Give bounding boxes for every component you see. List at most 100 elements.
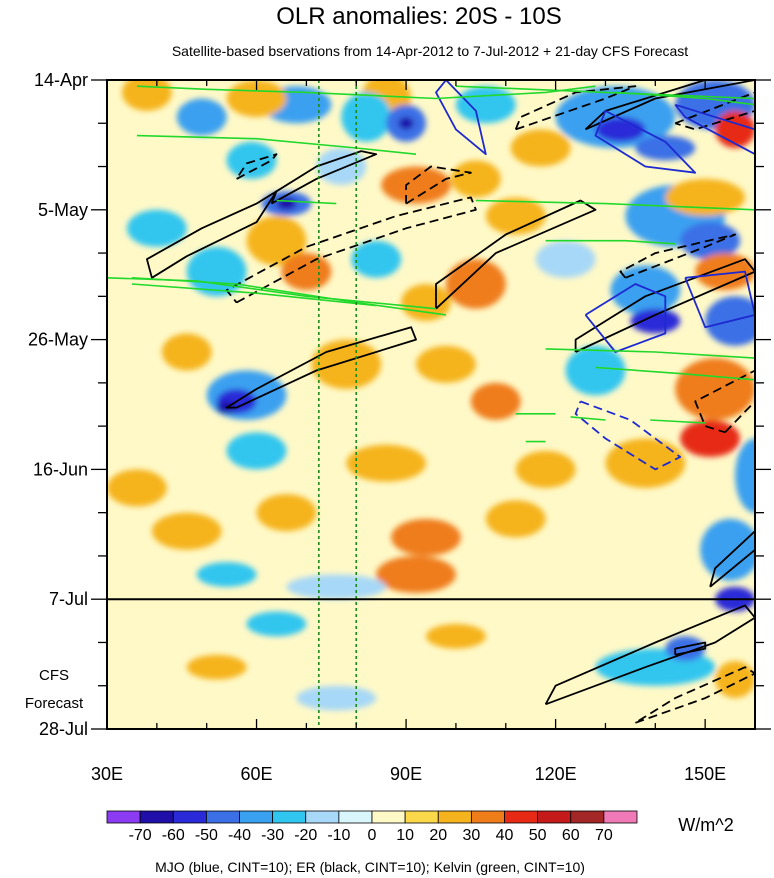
plot-frame <box>106 79 756 730</box>
er-contour-9 <box>674 91 755 131</box>
anomaly-feature-47 <box>281 253 332 291</box>
anomaly-feature-26 <box>226 80 287 118</box>
y-tick-label-0: 14-Apr <box>34 70 88 90</box>
anomaly-feature-12 <box>246 215 307 266</box>
mjo-contour-21 <box>684 270 755 329</box>
kelvin-contour-32 <box>107 277 437 310</box>
colorbar-label-8: 10 <box>396 827 414 844</box>
anomaly-feature-21 <box>151 512 222 550</box>
kelvin-contour-33 <box>545 348 755 359</box>
er-contour-12 <box>694 369 755 434</box>
colorbar-swatch-0 <box>106 810 141 824</box>
anomaly-feature-59 <box>715 661 755 699</box>
colorbar-label-12: 50 <box>529 827 547 844</box>
y-tick-label-3: 16-Jun <box>33 459 88 479</box>
x-tick-label-4: 150E <box>684 764 726 784</box>
er-contour-15 <box>674 641 707 656</box>
x-tick-label-1: 60E <box>241 764 273 784</box>
chart-subtitle: Satellite-based bservations from 14-Apr-… <box>172 43 688 59</box>
er-contour-14 <box>544 604 755 706</box>
colorbar-swatch-13 <box>537 810 572 824</box>
anomaly-feature-29 <box>485 197 546 235</box>
anomaly-feature-7 <box>700 518 755 581</box>
reference-lines <box>318 80 358 729</box>
x-tick-label-3: 120E <box>535 764 577 784</box>
anomaly-feature-17 <box>735 438 755 513</box>
kelvin-contour-36 <box>570 416 606 421</box>
anomaly-feature-24 <box>341 92 392 142</box>
er-contour-2 <box>225 196 477 304</box>
anomaly-feature-48 <box>351 240 402 278</box>
er-contour-0 <box>146 190 278 279</box>
mjo-contour-19 <box>674 103 755 156</box>
colorbar-label-3: -40 <box>228 827 251 844</box>
anomaly-feature-25 <box>286 574 387 600</box>
kelvin-contour-31 <box>131 283 377 307</box>
anomaly-feature-55 <box>196 562 257 587</box>
anomaly-feature-49 <box>401 283 451 322</box>
er-contour-16 <box>634 666 755 724</box>
anomaly-feature-15 <box>565 345 626 396</box>
colorbar-swatch-15 <box>603 810 638 824</box>
footnote: MJO (blue, CINT=10); ER (black, CINT=10)… <box>155 859 585 875</box>
colorbar-swatch-6 <box>305 810 340 824</box>
anomaly-feature-28 <box>510 129 571 167</box>
x-tick-label-0: 30E <box>91 764 123 784</box>
er-contour-11 <box>574 258 755 353</box>
kelvin-contour-26 <box>136 134 417 155</box>
colorbar-label-0: -70 <box>129 827 152 844</box>
kelvin-contour-29 <box>545 239 676 245</box>
colorbar-swatch-14 <box>570 810 605 824</box>
kelvin-contour-23 <box>136 85 596 100</box>
anomaly-feature-18 <box>376 555 456 594</box>
colorbar-label-14: 70 <box>595 827 613 844</box>
colorbar-swatch-1 <box>139 810 174 824</box>
colorbar-swatch-7 <box>338 810 373 824</box>
colorbar-units: W/m^2 <box>678 815 733 835</box>
anomaly-feature-58 <box>186 654 247 680</box>
er-contour-10 <box>619 233 736 279</box>
colorbar-swatch-12 <box>504 810 539 824</box>
anomaly-feature-13 <box>445 259 506 309</box>
anomaly-feature-43 <box>176 98 227 136</box>
colorbar: -70 -60 -50 -40 -30 -20 -10 0 10 20 30 40 50 60 70 <box>106 810 638 844</box>
colorbar-swatch-3 <box>205 810 240 824</box>
anomaly-feature-57 <box>426 623 486 649</box>
er-contour-1 <box>270 150 378 205</box>
x-tick-label-2: 90E <box>390 764 422 784</box>
er-contour-4 <box>435 199 597 310</box>
colorbar-label-6: -10 <box>327 827 350 844</box>
anomaly-feature-35 <box>680 419 741 458</box>
er-contour-13 <box>709 530 755 588</box>
colorbar-swatch-4 <box>239 810 274 824</box>
anomaly-feature-39 <box>256 494 317 532</box>
er-contour-8 <box>584 80 755 131</box>
colorbar-swatch-10 <box>437 810 472 824</box>
anomaly-feature-62 <box>630 308 681 334</box>
y-tick-label-1: 5-May <box>38 200 88 220</box>
y-tick-label-2: 26-May <box>28 330 88 350</box>
anomaly-feature-27 <box>455 86 516 124</box>
mjo-contour-22 <box>574 400 682 471</box>
er-contour-3 <box>225 326 417 409</box>
colorbar-swatch-11 <box>470 810 505 824</box>
anomaly-feature-36 <box>226 432 287 470</box>
kelvin-contour-28 <box>475 199 755 211</box>
anomaly-feature-16 <box>346 444 427 482</box>
anomaly-feature-60 <box>595 117 646 142</box>
er-contour-7 <box>514 85 637 131</box>
forecast-label-line1: CFS <box>39 667 69 684</box>
colorbar-label-10: 30 <box>462 827 480 844</box>
anomaly-feature-31 <box>126 209 187 247</box>
colorbar-label-1: -60 <box>162 827 185 844</box>
anomaly-feature-38 <box>515 450 576 488</box>
anomaly-feature-41 <box>296 685 377 711</box>
anomaly-feature-40 <box>485 500 546 538</box>
kelvin-contour-27 <box>276 199 337 205</box>
anomaly-feature-56 <box>246 611 307 637</box>
colorbar-label-7: 0 <box>368 827 377 844</box>
colorbar-swatch-5 <box>272 810 307 824</box>
colorbar-label-13: 60 <box>562 827 580 844</box>
anomaly-feature-45 <box>316 147 367 186</box>
